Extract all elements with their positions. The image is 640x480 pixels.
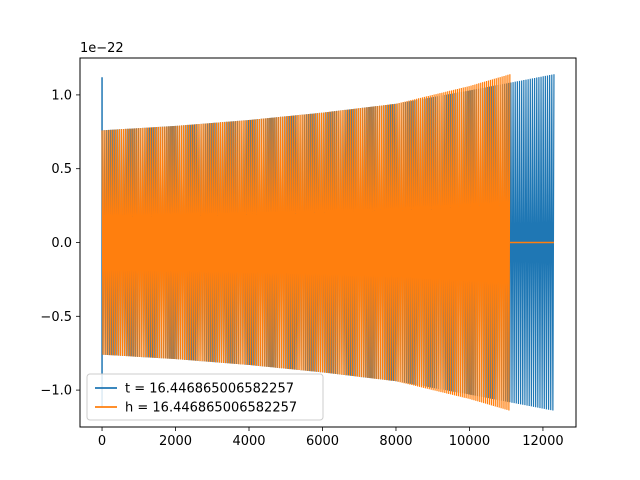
series-line-2 [101, 74, 511, 411]
y-tick-label: 1.0 [51, 88, 72, 103]
legend: t = 16.446865006582257 h = 16.44686500658… [86, 373, 324, 421]
x-tick-label: 10000 [449, 434, 490, 449]
x-tick-label: 0 [98, 434, 106, 449]
x-axis: 0 2000 4000 6000 8000 10000 12000 [98, 427, 564, 449]
y-tick-label: 0.5 [51, 162, 72, 177]
y-tick-label: 0.0 [51, 236, 72, 251]
y-tick-label: −1.0 [40, 384, 72, 399]
y-tick-label: −0.5 [40, 310, 72, 325]
series-2 [101, 74, 554, 411]
x-tick-label: 8000 [379, 434, 412, 449]
x-tick-label: 6000 [306, 434, 339, 449]
x-tick-label: 2000 [159, 434, 192, 449]
plot-area [101, 74, 555, 411]
x-tick-label: 4000 [232, 434, 265, 449]
y-axis: −1.0 −0.5 0.0 0.5 1.0 [40, 88, 80, 399]
legend-box [86, 373, 324, 421]
x-tick-label: 12000 [522, 434, 563, 449]
legend-label-1: t = 16.446865006582257 [125, 382, 294, 397]
y-offset-label: 1e−22 [80, 41, 124, 56]
legend-label-2: h = 16.446865006582257 [125, 401, 297, 416]
